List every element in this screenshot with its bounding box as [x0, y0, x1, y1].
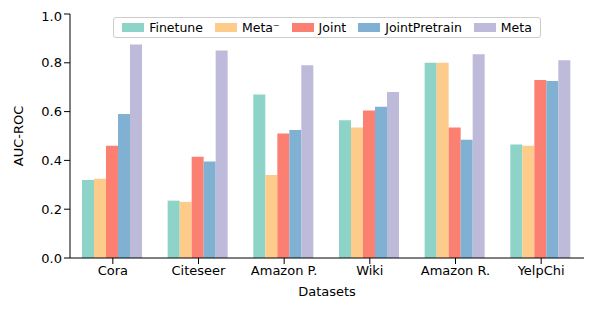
svg-text:0.8: 0.8	[41, 55, 62, 70]
html-text:JointPretrain: JointPretrain	[385, 20, 462, 35]
svg-text:Citeseer: Citeseer	[172, 263, 227, 278]
svg-text:Cora: Cora	[98, 263, 128, 278]
svg-text:0.6: 0.6	[41, 104, 62, 119]
html-text:Finetune: Finetune	[149, 20, 203, 35]
svg-text:AUC-ROC: AUC-ROC	[11, 106, 26, 167]
svg-text:0.2: 0.2	[41, 202, 62, 217]
svg-text:Wiki: Wiki	[356, 263, 383, 278]
svg-text:Amazon P.: Amazon P.	[251, 263, 318, 278]
html-text:Meta⁻: Meta⁻	[241, 20, 280, 35]
html-text:Joint: Joint	[318, 20, 347, 35]
svg-text:0.4: 0.4	[41, 153, 62, 168]
svg-text:Datasets: Datasets	[298, 284, 356, 299]
html-text:Meta: Meta	[500, 20, 532, 35]
svg-text:0.0: 0.0	[41, 251, 62, 266]
svg-text:1.0: 1.0	[41, 9, 62, 24]
svg-text:YelpChi: YelpChi	[517, 263, 565, 278]
svg-text:Amazon R.: Amazon R.	[421, 263, 490, 278]
